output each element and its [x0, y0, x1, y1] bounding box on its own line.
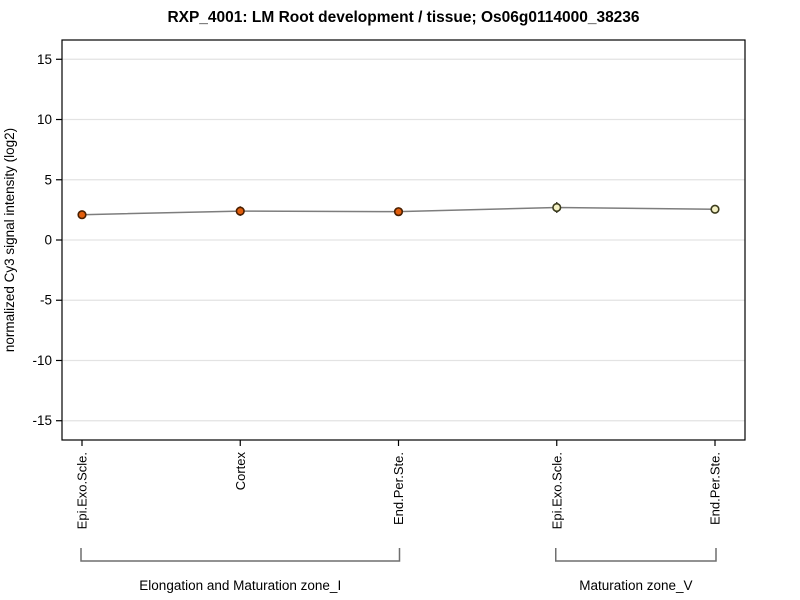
x-tick-label: End.Per.Ste. [708, 452, 723, 525]
y-tick-label: 0 [44, 233, 52, 248]
y-tick-label: -15 [32, 413, 52, 428]
x-tick-label: Epi.Exo.Scle. [549, 452, 564, 529]
data-point [710, 204, 720, 214]
x-tick-label: Epi.Exo.Scle. [75, 452, 90, 529]
y-tick-label: 5 [44, 172, 52, 187]
group-label: Maturation zone_V [579, 578, 692, 593]
data-point [235, 206, 245, 216]
y-axis-title: normalized Cy3 signal intensity (log2) [2, 128, 17, 352]
x-tick-label: End.Per.Ste. [391, 452, 406, 525]
group-bracket [555, 548, 717, 562]
group-bracket [80, 548, 401, 562]
group-label: Elongation and Maturation zone_I [139, 578, 341, 593]
chart-title: RXP_4001: LM Root development / tissue; … [167, 9, 639, 26]
y-tick-label: 15 [37, 52, 52, 67]
y-tick-label: 10 [37, 112, 52, 127]
y-tick-label: -5 [40, 293, 52, 308]
data-point [77, 210, 87, 220]
y-tick-label: -10 [32, 353, 52, 368]
data-point [393, 207, 404, 217]
x-tick-label: Cortex [233, 452, 248, 491]
data-point [552, 202, 562, 213]
